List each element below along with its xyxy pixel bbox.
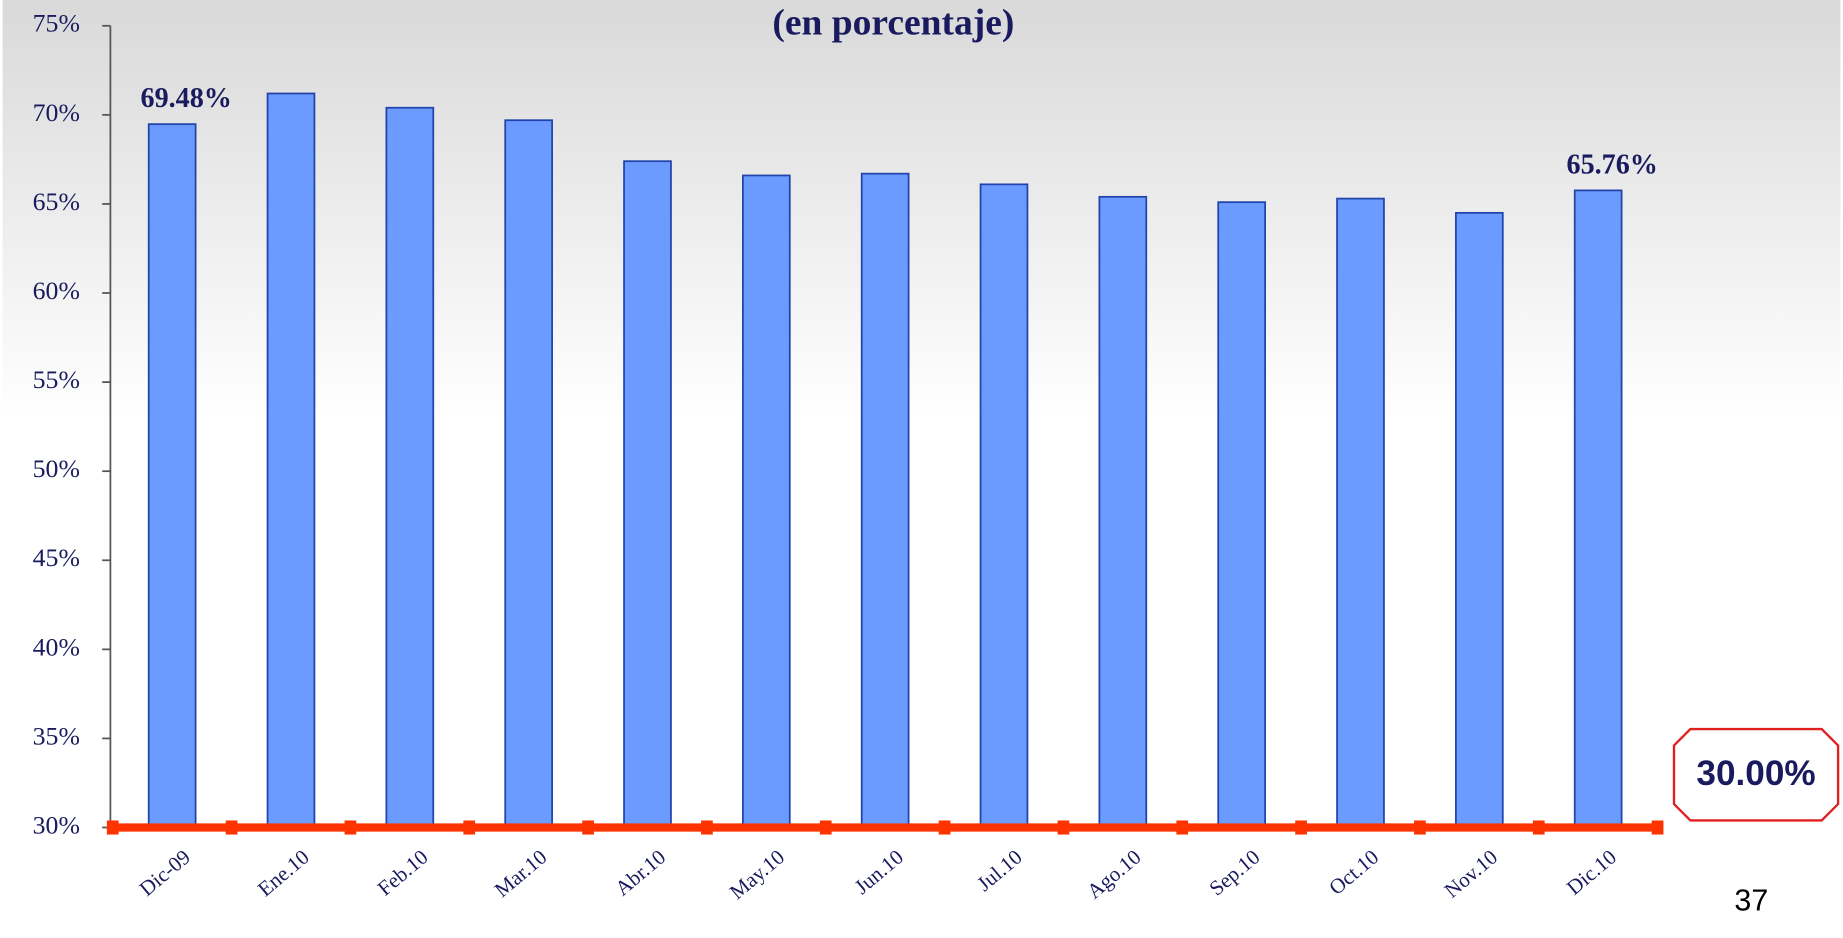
y-tick-label: 60% xyxy=(33,276,80,305)
bar xyxy=(742,174,791,829)
bar xyxy=(1336,197,1385,829)
threshold-marker xyxy=(1057,820,1070,835)
y-tick-label: 75% xyxy=(33,9,80,38)
value-label: 65.76% xyxy=(1567,149,1658,180)
bar xyxy=(266,92,316,829)
y-tick-label: 45% xyxy=(33,543,80,572)
y-tick-label: 40% xyxy=(33,632,80,661)
chart-title: (en porcentaje) xyxy=(772,2,1014,43)
page-number: 37 xyxy=(1734,884,1768,918)
bar xyxy=(860,172,910,829)
threshold-marker xyxy=(1414,820,1426,835)
bar xyxy=(1455,211,1504,829)
threshold-marker xyxy=(463,820,476,835)
bar xyxy=(623,160,672,829)
y-tick-label: 65% xyxy=(33,187,80,216)
threshold-marker xyxy=(225,820,238,835)
bar xyxy=(1573,189,1623,829)
bar xyxy=(1217,201,1266,829)
y-tick-label: 35% xyxy=(33,721,80,750)
bar xyxy=(979,183,1029,829)
y-tick-label: 55% xyxy=(33,365,80,394)
bar xyxy=(385,106,435,829)
threshold-box xyxy=(1672,727,1840,822)
threshold-marker xyxy=(701,820,713,835)
y-tick-label: 50% xyxy=(33,454,80,483)
threshold-marker xyxy=(1176,820,1189,835)
threshold-marker xyxy=(1651,820,1664,835)
threshold-marker xyxy=(106,820,119,835)
threshold-marker xyxy=(1532,820,1545,835)
y-tick-label: 70% xyxy=(33,98,80,127)
bar xyxy=(147,123,197,829)
threshold-marker xyxy=(582,820,594,835)
threshold-marker xyxy=(344,820,357,835)
value-label: 69.48% xyxy=(141,83,232,114)
threshold-marker xyxy=(1295,820,1307,835)
threshold-marker xyxy=(819,820,832,835)
y-tick-label: 30% xyxy=(33,810,80,839)
threshold-label: 30.00% xyxy=(1696,754,1815,793)
bar xyxy=(1098,195,1148,829)
threshold-marker xyxy=(938,820,951,835)
bar xyxy=(504,119,553,829)
